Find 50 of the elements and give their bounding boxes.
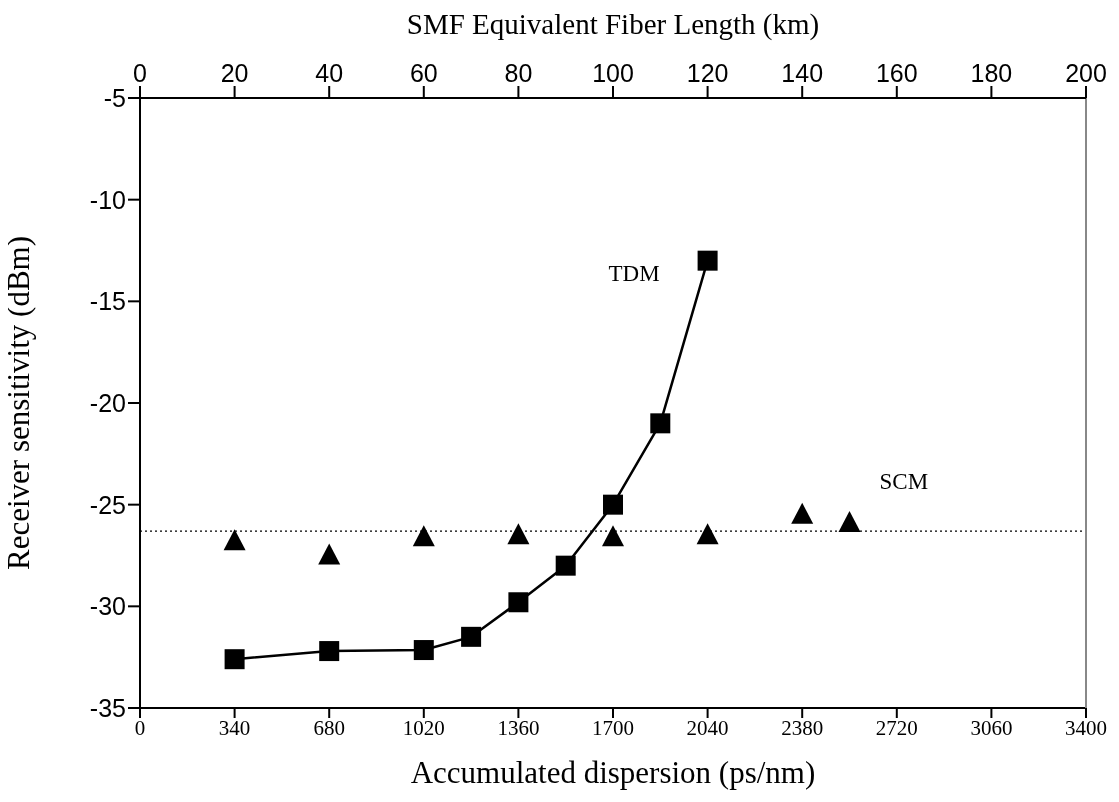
point [791,502,814,524]
point [555,555,576,576]
y-tick-label: -5 [103,83,126,112]
point [318,543,341,565]
x-tick-label: 340 [218,715,251,740]
x2-tick-label: 140 [781,59,824,87]
x2-tick-label: 80 [504,59,533,87]
y-tick-label: -35 [89,693,126,722]
point [224,649,245,670]
y-tick-label: -30 [89,592,126,621]
x-tick-label: 680 [313,715,345,740]
x-tick-label: 3400 [1065,715,1107,740]
x-tick-label: 1020 [402,715,445,740]
x2-tick-label: 100 [592,59,634,87]
x-tick-label: 0 [134,715,146,740]
x2-tick-label: 40 [315,59,344,87]
x-tick-label: 1700 [592,715,634,740]
x-tick-label: 2380 [781,715,824,740]
x2-tick-label: 120 [686,59,729,87]
point [508,592,529,613]
point [650,413,671,434]
x-tick-label: 3060 [970,715,1013,740]
point [602,525,624,547]
series-label: SCM [879,468,929,494]
x2-tick-label: 180 [970,59,1013,87]
point [413,640,434,661]
y-tick-label: -20 [89,388,126,417]
point [223,529,246,551]
x2-tick-label: 60 [409,59,438,87]
y-tick-label: -10 [89,185,126,214]
x2-tick-label: 0 [133,59,147,87]
x-tick-label: 2720 [875,715,918,740]
y-tick-label: -15 [89,287,126,316]
x2-tick-label: 20 [220,59,249,87]
y-tick-label: -25 [89,490,126,519]
series-label: TDM [608,260,660,286]
y-axis-title: Receiver sensitivity (dBm) [1,235,37,571]
point [603,494,623,515]
point [412,525,435,547]
x2-axis-title: SMF Equivalent Fiber Length (km) [406,8,820,41]
point [319,641,340,662]
x-tick-label: 2040 [686,715,729,740]
x-axis-title: Accumulated dispersion (ps/nm) [410,755,816,790]
x-tick-label: 1360 [497,715,540,740]
point [507,523,530,545]
x2-tick-label: 160 [875,59,918,87]
point [696,523,719,545]
x2-tick-label: 200 [1065,59,1107,87]
point [838,510,861,532]
point [461,626,482,647]
